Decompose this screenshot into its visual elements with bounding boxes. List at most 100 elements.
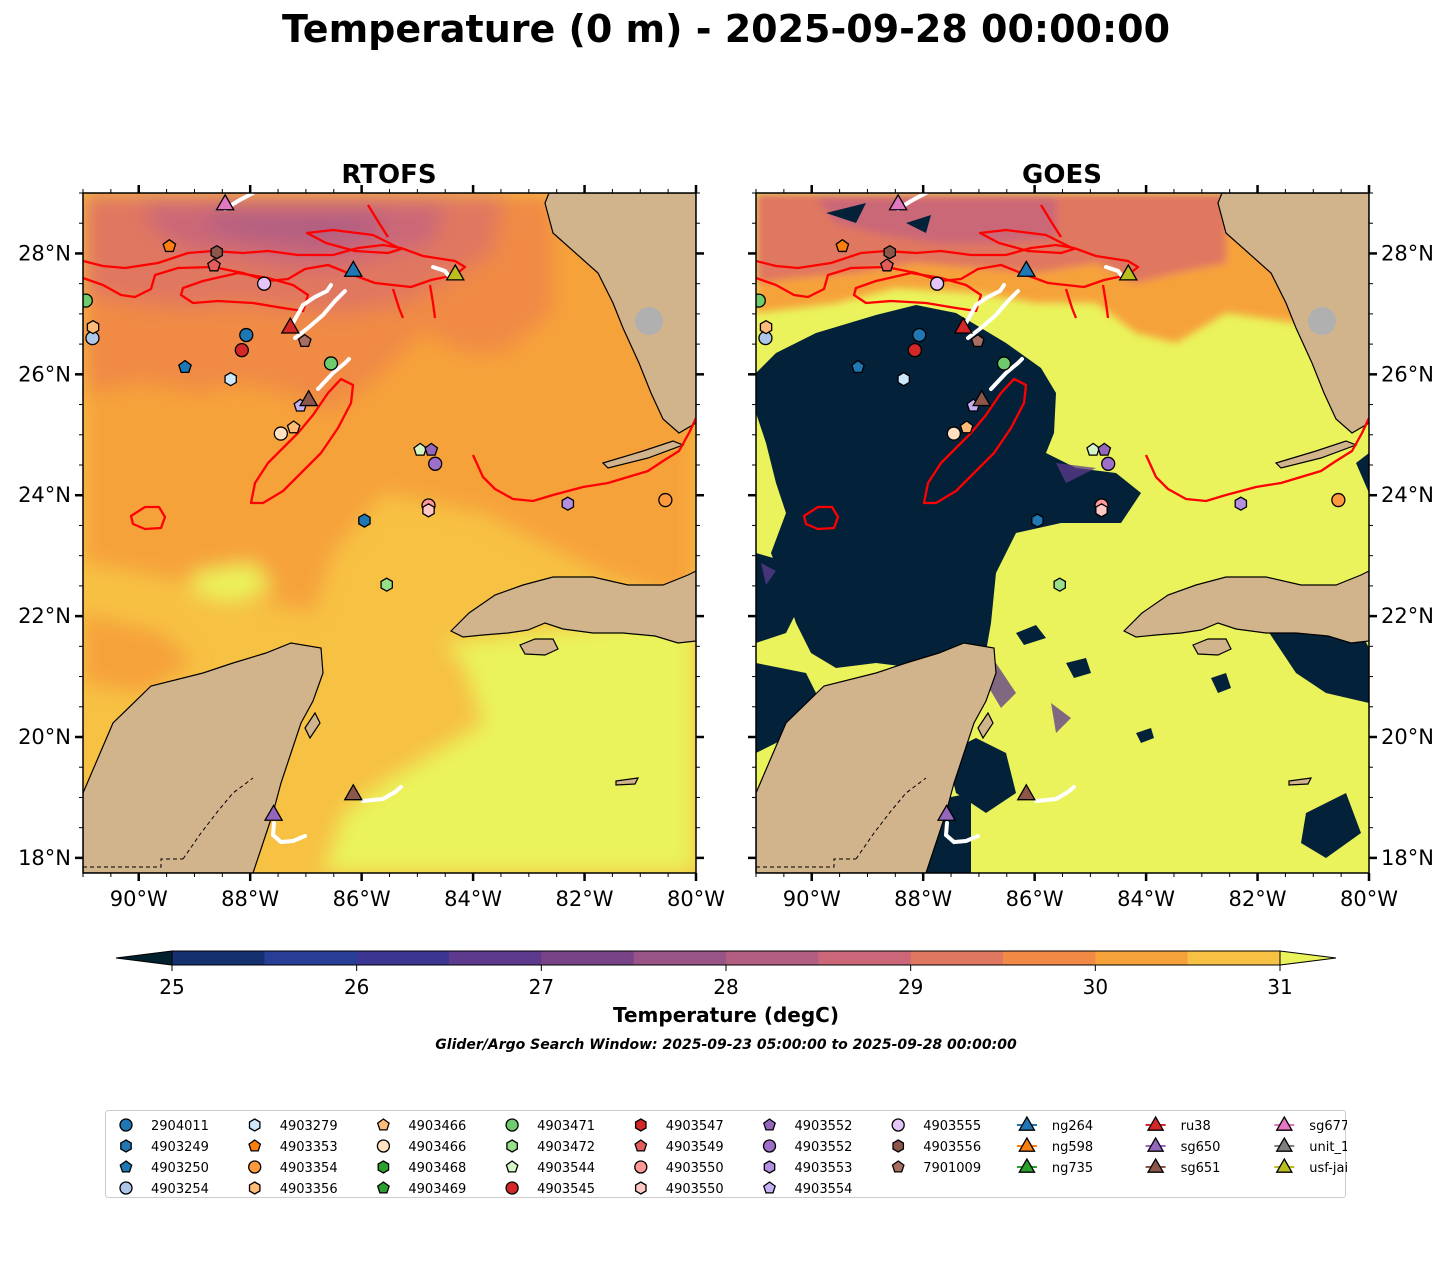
glider-marker-usf-jaialai	[1118, 263, 1138, 281]
argo-float-marker	[851, 359, 865, 373]
legend-glider-label: usf-jaialai	[1309, 1161, 1347, 1176]
legend-argo-label: 4903556	[923, 1140, 981, 1155]
legend-argo-label: 7901009	[923, 1161, 981, 1176]
figure-title: Temperature (0 m) - 2025-09-28 00:00:00	[282, 7, 1170, 51]
lon-tick-label: 88°W	[894, 887, 952, 911]
legend-glider-marker	[1018, 1157, 1036, 1173]
argo-float-marker	[946, 426, 961, 441]
legend: 2904011 4903249 4903250 4903254 4903279 49033…	[105, 1110, 1374, 1198]
lat-tick-label: 18°N	[1381, 846, 1434, 870]
goes-panel-title: GOES	[1022, 160, 1102, 190]
colorbar-tick-label: 30	[1083, 975, 1108, 999]
legend-argo-marker	[119, 1181, 133, 1195]
glider-marker-sg677	[888, 193, 908, 211]
legend-argo-marker	[119, 1118, 133, 1132]
legend-glider-label: unit_1148	[1309, 1140, 1347, 1155]
glider-marker-ru38	[280, 316, 300, 334]
argo-float-marker	[178, 359, 192, 373]
argo-float-marker	[297, 333, 312, 347]
legend-argo-marker	[248, 1181, 261, 1195]
legend-glider-label: sg677	[1309, 1119, 1347, 1134]
argo-float-marker	[234, 343, 249, 358]
legend-argo-label: 4903553	[795, 1161, 853, 1176]
legend-glider-marker	[1018, 1136, 1036, 1152]
colorbar-cell	[1095, 951, 1189, 965]
lon-tick-label: 82°W	[556, 887, 614, 911]
colorbar-cell	[1187, 951, 1281, 965]
legend-argo-label: 4903356	[280, 1182, 338, 1197]
legend-argo-label: 4903279	[280, 1119, 338, 1134]
argo-float-marker	[1331, 492, 1346, 508]
glider-marker-sg651	[343, 783, 363, 801]
colorbar: 25 26 27 28 29 30 31	[115, 950, 1337, 999]
argo-float-marker	[380, 577, 393, 592]
colorbar-under-arrow	[115, 950, 173, 966]
lon-tick-label: 86°W	[1006, 887, 1064, 911]
argo-float-marker	[929, 276, 945, 291]
argo-float-marker	[897, 371, 910, 387]
legend-glider-label: ng735	[1052, 1161, 1093, 1176]
colorbar-label: Temperature (degC)	[613, 1003, 839, 1027]
colorbar-tick-label: 25	[159, 975, 184, 999]
argo-float-marker	[1053, 577, 1066, 592]
glider-marker-ru38	[953, 316, 973, 334]
colorbar-cell	[356, 951, 450, 965]
argo-float-marker	[424, 442, 439, 456]
legend-argo-label: 4903545	[537, 1182, 595, 1197]
legend-glider-marker	[1275, 1115, 1294, 1131]
legend-glider-marker	[1275, 1136, 1294, 1152]
glider-marker-usf-jaialai	[445, 263, 465, 281]
argo-float-marker	[907, 343, 922, 358]
argo-float-marker	[422, 503, 435, 518]
lon-tick-label: 88°W	[221, 887, 279, 911]
legend-argo-label: 4903554	[795, 1182, 853, 1197]
lat-tick-label: 28°N	[1381, 241, 1434, 265]
argo-float-marker	[835, 238, 850, 253]
lat-tick-label: 24°N	[18, 483, 71, 507]
legend-entries: 2904011 4903249 4903250 4903254 4903279 49033…	[119, 1115, 1374, 1197]
legend-argo-marker	[891, 1118, 905, 1132]
argo-float-marker	[1095, 503, 1108, 518]
colorbar-cell	[1003, 951, 1096, 965]
search-window-note: Glider/Argo Search Window: 2025-09-23 05…	[435, 1037, 1017, 1053]
legend-glider-marker	[1146, 1136, 1165, 1152]
argo-float-marker	[959, 420, 974, 434]
legend-argo-label: 4903552	[795, 1119, 853, 1134]
legend-glider-marker	[1146, 1115, 1165, 1131]
legend-argo-label: 4903249	[151, 1140, 209, 1155]
argo-float-marker	[883, 244, 897, 260]
legend-argo-marker	[248, 1139, 262, 1152]
colorbar-tick-label: 26	[344, 975, 369, 999]
argo-float-marker	[756, 293, 766, 308]
argo-float-marker	[256, 276, 272, 291]
legend-glider-label: ru38	[1181, 1119, 1211, 1134]
lon-tick-label: 80°W	[667, 887, 725, 911]
colorbar-cell	[726, 951, 819, 965]
argo-float-marker	[658, 492, 673, 508]
legend-argo-label: 4903469	[408, 1182, 466, 1197]
rtofs-temperature-field	[83, 193, 696, 873]
legend-argo-label: 4903466	[408, 1140, 466, 1155]
argo-float-marker	[759, 319, 773, 335]
argo-float-marker	[323, 356, 339, 371]
colorbar-cell	[172, 951, 265, 965]
argo-float-marker	[428, 456, 443, 471]
legend-argo-label: 4903472	[537, 1140, 595, 1155]
legend-glider-marker	[1146, 1157, 1165, 1173]
argo-float-marker	[239, 327, 254, 343]
legend-argo-label: 4903549	[666, 1140, 724, 1155]
legend-argo-label: 4903550	[666, 1182, 724, 1197]
lat-tick-label: 18°N	[18, 846, 71, 870]
argo-float-marker	[207, 258, 221, 272]
glider-marker-sg651	[972, 389, 992, 407]
legend-argo-label: 4903254	[151, 1182, 209, 1197]
legend-glider-label: sg650	[1181, 1140, 1221, 1155]
legend-argo-marker	[892, 1139, 905, 1153]
legend-glider-label: ng264	[1052, 1119, 1093, 1134]
legend-argo-label: 4903555	[923, 1119, 981, 1134]
argo-float-marker	[880, 258, 894, 272]
goes-observations	[756, 193, 1346, 821]
legend-argo-marker	[376, 1118, 390, 1131]
legend-argo-marker	[763, 1118, 776, 1131]
